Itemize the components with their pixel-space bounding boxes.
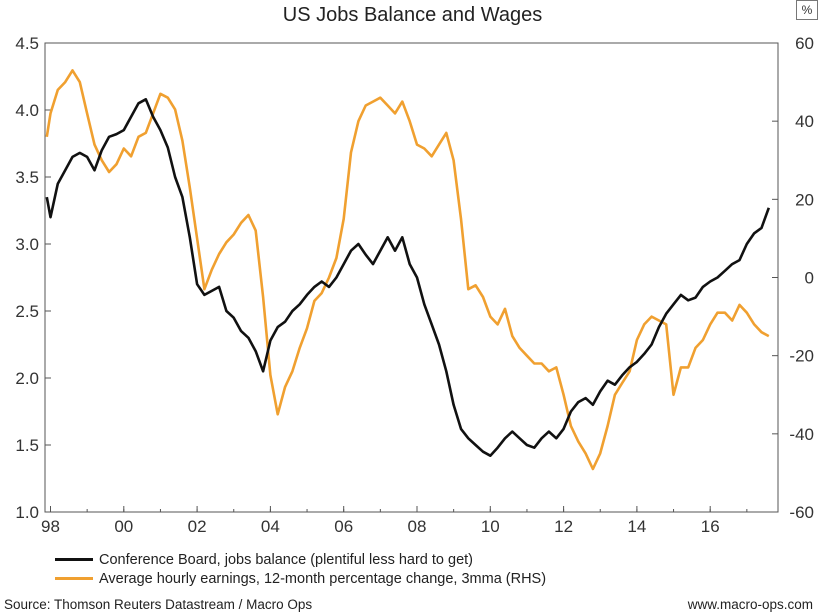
plot-area-border bbox=[45, 43, 778, 512]
right-axis-tick-label: -40 bbox=[789, 425, 814, 444]
right-axis-tick-label: 0 bbox=[805, 269, 814, 288]
x-axis-tick-label: 16 bbox=[701, 517, 720, 536]
left-axis-tick-label: 4.5 bbox=[15, 34, 39, 53]
x-axis-tick-label: 04 bbox=[261, 517, 280, 536]
right-axis-tick-label: 20 bbox=[795, 190, 814, 209]
source-note: Source: Thomson Reuters Datastream / Mac… bbox=[4, 597, 312, 612]
right-axis-tick-label: -20 bbox=[789, 347, 814, 366]
left-axis-tick-label: 1.0 bbox=[15, 503, 39, 522]
x-axis-tick-label: 10 bbox=[481, 517, 500, 536]
right-axis-tick-label: -60 bbox=[789, 503, 814, 522]
legend-item-jobs-balance: Conference Board, jobs balance (plentifu… bbox=[55, 550, 546, 569]
series-line-jobs-balance bbox=[47, 99, 769, 455]
line-chart: 1.01.52.02.53.03.54.04.5 -60-40-20020406… bbox=[0, 0, 825, 550]
right-axis-tick-label: 40 bbox=[795, 112, 814, 131]
left-axis-tick-label: 3.0 bbox=[15, 235, 39, 254]
legend-swatch-jobs-balance bbox=[55, 558, 93, 561]
left-axis-tick-label: 2.0 bbox=[15, 369, 39, 388]
legend-swatch-earnings bbox=[55, 577, 93, 580]
legend-label-jobs-balance: Conference Board, jobs balance (plentifu… bbox=[99, 552, 473, 568]
x-axis-tick-label: 12 bbox=[554, 517, 573, 536]
x-axis-tick-label: 00 bbox=[114, 517, 133, 536]
series-line-earnings bbox=[47, 70, 769, 469]
x-axis-tick-label: 08 bbox=[408, 517, 427, 536]
left-axis-tick-label: 1.5 bbox=[15, 436, 39, 455]
x-axis-tick-label: 02 bbox=[188, 517, 207, 536]
source-url: www.macro-ops.com bbox=[688, 597, 813, 612]
x-axis-tick-label: 06 bbox=[334, 517, 353, 536]
x-axis-tick-label: 98 bbox=[41, 517, 60, 536]
left-axis-tick-label: 3.5 bbox=[15, 168, 39, 187]
chart-legend: Conference Board, jobs balance (plentifu… bbox=[55, 550, 546, 588]
left-axis-tick-label: 4.0 bbox=[15, 101, 39, 120]
right-axis-tick-label: 60 bbox=[795, 34, 814, 53]
x-axis-tick-label: 14 bbox=[627, 517, 646, 536]
left-axis-tick-label: 2.5 bbox=[15, 302, 39, 321]
legend-item-earnings: Average hourly earnings, 12-month percen… bbox=[55, 569, 546, 588]
legend-label-earnings: Average hourly earnings, 12-month percen… bbox=[99, 571, 546, 587]
